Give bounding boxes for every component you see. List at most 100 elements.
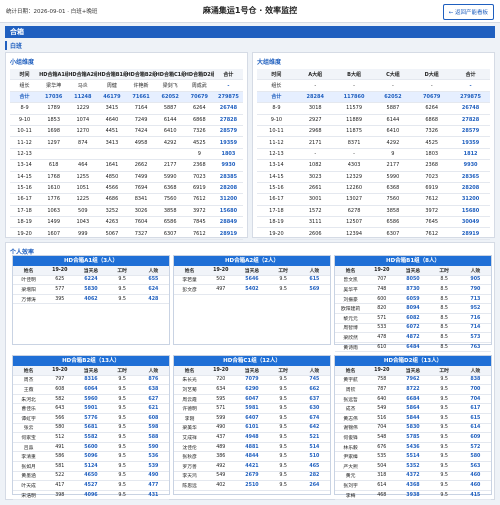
table-cell: 608	[44, 384, 76, 395]
table-row: 何家宝 512 5582 9.5 588	[13, 432, 169, 443]
table-cell: 758	[366, 375, 398, 386]
table-cell	[155, 148, 185, 161]
shift-tab[interactable]: 白班	[5, 41, 22, 50]
table-cell: 6144	[155, 114, 185, 126]
table-cell: 成杰	[335, 403, 367, 414]
table-cell: 571	[205, 403, 237, 414]
table-cell: 876	[137, 375, 169, 386]
table-row: 刘振豪 600 6059 8.5 713	[335, 294, 491, 305]
table-cell: 梁增阳	[13, 284, 45, 295]
table-cell: 630	[298, 403, 330, 414]
table-cell: 521	[298, 432, 330, 443]
back-button[interactable]: ← 返回产能看板	[442, 4, 494, 20]
column-header: 姓名	[13, 266, 45, 276]
table-cell: 2368	[412, 159, 452, 172]
table-cell: 12394	[334, 227, 374, 240]
table-cell: 9.5	[106, 375, 138, 386]
table-cell: 合计	[257, 91, 296, 104]
table-cell: 590	[137, 442, 169, 453]
table-row: 黄志伟 516 5844 9.5 615	[335, 413, 491, 424]
table-cell: 655	[137, 275, 169, 286]
column-header: 时间	[257, 69, 296, 81]
table-cell: 9930	[213, 159, 243, 172]
table-cell: -	[334, 79, 374, 92]
table-cell: 563	[459, 461, 491, 472]
table-row: 梁欣然 478 4872 8.5 573	[335, 332, 491, 343]
table-row: 张刘宇 614 4368 9.5 460	[335, 480, 491, 491]
table-row: 15-16 1610 1051 4566 7694 6368 6919 28208	[10, 182, 243, 195]
table-cell: 512	[44, 432, 76, 443]
table-cell: 9.5	[106, 461, 138, 472]
table-cell: 黄诗雨	[335, 342, 367, 353]
table-cell: 28208	[213, 182, 243, 195]
table-cell: 580	[44, 423, 76, 434]
table-cell: 460	[459, 471, 491, 482]
table-cell: 282	[298, 471, 330, 482]
table-cell: 509	[68, 205, 98, 218]
column-header: 19-20	[205, 366, 237, 376]
table-cell: 9.5	[428, 451, 460, 462]
column-header: D大组	[412, 69, 452, 81]
table-cell: -	[373, 79, 413, 92]
table-cell: 合计	[10, 91, 40, 104]
table-cell: 12260	[334, 182, 374, 195]
table-cell: 787	[366, 384, 398, 395]
table-cell: 6101	[236, 423, 268, 434]
table-cell: 6484	[397, 342, 429, 353]
table-cell: 548	[366, 432, 398, 443]
table-row: 黄宇航 758 7962 9.5 838	[335, 375, 491, 386]
column-header: 当天总	[75, 366, 107, 376]
table-cell: 642	[298, 423, 330, 434]
table-cell: 5990	[155, 171, 185, 183]
table-cell: 1270	[68, 125, 98, 138]
table-cell: 539	[137, 461, 169, 472]
table-row: 9-10 1853 1074 4640 7249 6144 6868 27828	[10, 114, 243, 126]
table-row: 林乐毅 676 5436 9.5 572	[335, 442, 491, 453]
table-cell: 11889	[334, 114, 374, 126]
column-header: 19-20	[205, 266, 237, 276]
column-header: HD合箱D2组	[184, 69, 214, 81]
table-row: 艾成祥 437 4948 9.5 521	[174, 432, 330, 443]
table-cell: 502	[205, 275, 237, 286]
table-row: 17-18 1063 509 3252 3026 3858 3972 15680	[10, 205, 243, 218]
table-cell: 566	[44, 413, 76, 424]
table-row: 黎元元 571 6082 8.5 716	[335, 313, 491, 324]
table-cell: 714	[459, 323, 491, 334]
table-cell: 3858	[373, 205, 413, 218]
table-cell: 2368	[184, 159, 214, 172]
table-cell: 7612	[184, 193, 214, 206]
table-cell: 3023	[295, 171, 335, 183]
table-cell: 1776	[39, 193, 69, 206]
table-row: 成杰 549 5864 9.5 617	[335, 403, 491, 414]
card-title: HD合箱A1组（3人）	[13, 256, 169, 266]
table-cell: 12329	[334, 171, 374, 183]
table-cell: 700	[459, 384, 491, 395]
table-row: 13-14 1082 4303 2177 2368 9930	[257, 159, 490, 172]
table-cell: 7164	[126, 102, 156, 115]
table-row: 李天鸿 549 2679 9.5 282	[174, 471, 330, 482]
table-cell: 16-17	[257, 193, 296, 206]
table-row: 叶佳明 625 6224 9.5 655	[13, 275, 169, 286]
small-group-panel: 小组维度 时间 HD合箱A1组 HD合箱A2组 HD合箱B1组 HD合箱B2组 HD合箱C1…	[5, 52, 248, 252]
table-cell: 573	[459, 332, 491, 343]
table-cell: 614	[366, 480, 398, 491]
table-cell: 17-18	[257, 205, 296, 218]
table-cell: 6224	[75, 275, 107, 286]
table-cell: 1051	[68, 182, 98, 195]
table-cell: 504	[366, 461, 398, 472]
table-cell: 7612	[184, 227, 214, 240]
table-cell: 9.5	[106, 284, 138, 295]
table-cell: 2679	[236, 471, 268, 482]
table-cell: 28579	[213, 125, 243, 138]
table-cell: 何家宝	[13, 432, 45, 443]
table-cell: 李清重	[13, 451, 45, 462]
table-cell: 9.5	[106, 294, 138, 305]
big-group-panel: 大组维度 时间 A大组 B大组 C大组 D大组 合计 组长 - - - - - 合计 28284 117860…	[252, 52, 495, 252]
table-cell: 9.5	[267, 471, 299, 482]
table-cell: 2606	[295, 227, 335, 240]
table-row: 19-20 1607 999 5067 7327 6307 7612 28919	[10, 227, 243, 240]
table-cell: 595	[205, 394, 237, 405]
table-cell: 张秋彦	[174, 451, 206, 462]
table-row: 14-15 3023 12329 5990 7023 28365	[257, 171, 490, 183]
table-cell: 489	[205, 442, 237, 453]
